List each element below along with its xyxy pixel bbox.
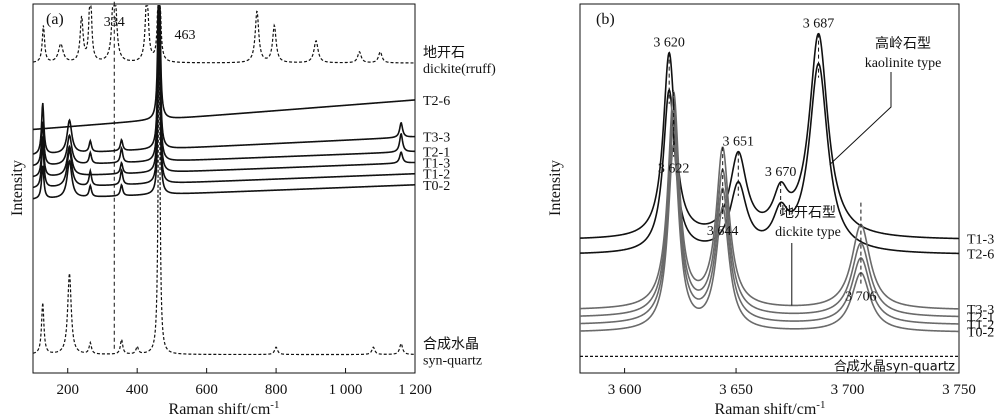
peak-label: 3 622 <box>658 162 690 177</box>
panel-a-label: (a) <box>46 11 64 28</box>
x-tick-label: 3 600 <box>608 382 642 398</box>
series-label: 合成水晶syn-quartz <box>834 359 955 374</box>
series-line <box>579 89 960 310</box>
peak-label: 3 644 <box>707 224 739 239</box>
x-tick-label: 3 700 <box>831 382 865 398</box>
x-tick-label: 3 750 <box>942 382 976 398</box>
series-line <box>32 5 415 64</box>
group-label-dickite: 地开石型 <box>780 205 836 221</box>
panel-b-x-ticks: 3 600 3 650 3 700 3 750 <box>608 368 976 398</box>
peak-label: 3 706 <box>845 290 877 305</box>
series-line <box>579 62 960 255</box>
series-label: T2-1 <box>967 310 994 325</box>
x-tick-label: 400 <box>126 382 149 398</box>
peak-label: 3 687 <box>803 17 835 32</box>
series-label: T1-3 <box>423 156 450 171</box>
panel-b-peak-labels: 3 620 3 651 3 670 3 687 3 622 3 644 3 706 <box>653 17 876 305</box>
x-tick-label: 1 200 <box>398 382 432 398</box>
x-tick-label: 1 000 <box>329 382 363 398</box>
panel-b-group-labels: 高岭石型 kaolinite type 地开石型 dickite type <box>775 35 942 306</box>
group-label-dickite-en: dickite type <box>775 225 841 240</box>
series-line <box>32 5 415 155</box>
series-line <box>32 5 416 200</box>
panel-a-x-axis-sup: -1 <box>270 399 279 411</box>
series-label: T0-2 <box>423 179 450 194</box>
series-label-en: dickite(rruff) <box>423 62 496 77</box>
group-label-kaolinite-en: kaolinite type <box>865 56 942 71</box>
peak-label: 3 620 <box>653 36 685 51</box>
group-leader-kaolinite <box>829 72 892 166</box>
panel-b-x-axis-sup: -1 <box>816 399 825 411</box>
x-tick-label: 600 <box>195 382 218 398</box>
series-line <box>32 14 416 356</box>
panel-a-x-ticks: 200 400 600 800 1 000 1 200 <box>56 368 432 398</box>
peak-label: 463 <box>175 28 196 43</box>
series-line <box>32 5 416 189</box>
panel-a-peak-labels: 334 463 <box>104 0 196 352</box>
series-line <box>579 108 960 318</box>
panel-b-label: (b) <box>596 11 615 28</box>
panel-b-x-axis-text: Raman shift/cm <box>715 401 817 418</box>
x-tick-label: 3 650 <box>719 382 753 398</box>
x-tick-label: 200 <box>56 382 79 398</box>
series-label: T3-3 <box>967 303 994 318</box>
panel-b-y-axis-label: Intensity <box>547 160 564 216</box>
series-line <box>579 123 960 325</box>
series-label: 地开石 <box>423 45 465 61</box>
panel-b-series-labels: T1-3T2-6 T3-3T2-1T1-2T0-2 合成水晶syn-quartz <box>834 233 994 375</box>
series-label: T1-3 <box>967 233 994 248</box>
panel-b: (b) 3 600 3 650 3 700 3 750 T1-3T2-6 T3-3T2-… <box>547 3 994 418</box>
panel-a-y-axis-label: Intensity <box>9 160 26 216</box>
series-label: T1-2 <box>423 168 450 183</box>
series-line <box>579 142 960 333</box>
peak-label: 3 670 <box>765 165 797 180</box>
panel-b-series <box>579 32 960 357</box>
series-label: T0-2 <box>967 325 994 340</box>
group-label-kaolinite: 高岭石型 <box>875 35 931 52</box>
series-label: T3-3 <box>423 131 450 146</box>
series-line <box>579 32 960 240</box>
panel-a-x-axis-label: Raman shift/cm-1 <box>169 399 280 418</box>
panel-a-x-axis-text: Raman shift/cm <box>169 401 271 418</box>
series-line <box>32 5 415 167</box>
panel-b-frame <box>579 3 960 374</box>
peak-label: 334 <box>104 15 125 30</box>
series-label: T1-2 <box>967 318 994 333</box>
series-label: 合成水晶 <box>423 336 479 352</box>
series-label-en: syn-quartz <box>423 353 482 368</box>
panel-a-series <box>32 5 416 356</box>
series-label: T2-1 <box>423 145 450 160</box>
panel-b-x-axis-label: Raman shift/cm-1 <box>715 399 826 418</box>
panel-a: (a) 200 400 600 800 1 000 1 200 地开石dickite(rr… <box>9 0 496 418</box>
x-tick-label: 800 <box>265 382 288 398</box>
series-label: T2-6 <box>423 94 450 109</box>
series-line <box>32 5 416 131</box>
panel-a-frame <box>32 3 416 374</box>
series-label: T2-6 <box>967 247 994 262</box>
peak-label: 3 651 <box>723 135 755 150</box>
series-line <box>32 5 416 178</box>
